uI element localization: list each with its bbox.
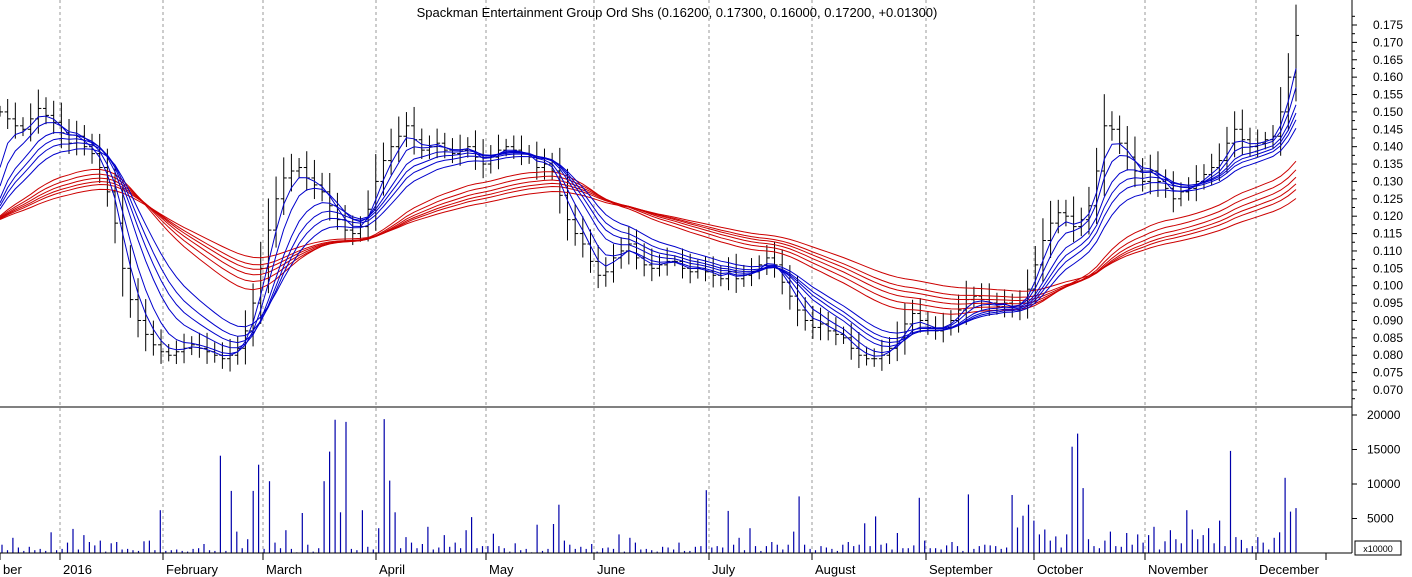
month-label: April — [379, 562, 405, 577]
long-term-average-line — [0, 188, 1297, 292]
month-label: November — [1148, 562, 1209, 577]
short-term-average-line — [0, 112, 1297, 344]
volume-axis-ticks: 5000 10000 15000 20000 — [1352, 408, 1401, 526]
month-label: ber — [3, 562, 22, 577]
month-label: July — [712, 562, 736, 577]
month-gridlines — [59, 0, 1257, 553]
volume-tick-label: 10000 — [1367, 477, 1401, 491]
price-bars — [0, 4, 1299, 372]
short-term-average-line — [0, 87, 1297, 355]
month-label: February — [166, 562, 219, 577]
volume-tick-label: 5000 — [1367, 512, 1394, 526]
price-tick-label: 0.150 — [1373, 105, 1403, 119]
month-label: May — [489, 562, 514, 577]
price-tick-label: 0.145 — [1373, 122, 1403, 136]
month-label: October — [1037, 562, 1084, 577]
short-term-average-line — [0, 104, 1297, 349]
month-label: December — [1259, 562, 1320, 577]
volume-bars — [1, 419, 1297, 553]
price-tick-label: 0.175 — [1373, 18, 1403, 32]
price-tick-label: 0.160 — [1373, 70, 1403, 84]
long-term-average-line — [0, 183, 1297, 298]
short-term-average-line — [0, 68, 1297, 357]
month-label: September — [929, 562, 993, 577]
price-tick-label: 0.135 — [1373, 157, 1403, 171]
month-label: 2016 — [63, 562, 92, 577]
price-tick-label: 0.075 — [1373, 366, 1403, 380]
month-label: June — [597, 562, 625, 577]
month-label: March — [266, 562, 302, 577]
volume-unit-box: x10000 — [1354, 540, 1402, 556]
price-tick-label: 0.090 — [1373, 313, 1403, 327]
price-tick-label: 0.155 — [1373, 88, 1403, 102]
price-axis-ticks: 0.070 0.075 0.080 0.085 0.090 0.095 0.100 0.105… — [1352, 15, 1403, 400]
price-tick-label: 0.140 — [1373, 140, 1403, 154]
chart-title: Spackman Entertainment Group Ord Shs (0.… — [417, 5, 938, 20]
moving-average-lines — [0, 68, 1297, 357]
volume-unit-label: x10000 — [1363, 544, 1393, 554]
price-tick-label: 0.120 — [1373, 209, 1403, 223]
price-tick-label: 0.115 — [1373, 227, 1402, 241]
price-tick-label: 0.125 — [1373, 192, 1403, 206]
long-term-average-line — [0, 160, 1297, 315]
price-tick-label: 0.080 — [1373, 348, 1403, 362]
long-term-average-line — [0, 176, 1297, 305]
volume-tick-label: 20000 — [1367, 408, 1401, 422]
long-term-average-line — [0, 180, 1297, 302]
price-tick-label: 0.095 — [1373, 296, 1403, 310]
volume-tick-label: 15000 — [1367, 443, 1401, 457]
month-axis-labels: ber 2016 February March April May June July Augu… — [0, 553, 1327, 577]
price-tick-label: 0.110 — [1373, 244, 1402, 258]
price-tick-label: 0.105 — [1373, 261, 1403, 275]
price-tick-label: 0.130 — [1373, 174, 1403, 188]
short-term-average-line — [0, 119, 1297, 340]
price-tick-label: 0.085 — [1373, 331, 1403, 345]
price-tick-label: 0.165 — [1373, 53, 1403, 67]
short-term-average-line — [0, 128, 1297, 334]
price-tick-label: 0.100 — [1373, 279, 1403, 293]
price-tick-label: 0.070 — [1373, 383, 1403, 397]
price-tick-label: 0.170 — [1373, 35, 1403, 49]
month-label: August — [815, 562, 856, 577]
